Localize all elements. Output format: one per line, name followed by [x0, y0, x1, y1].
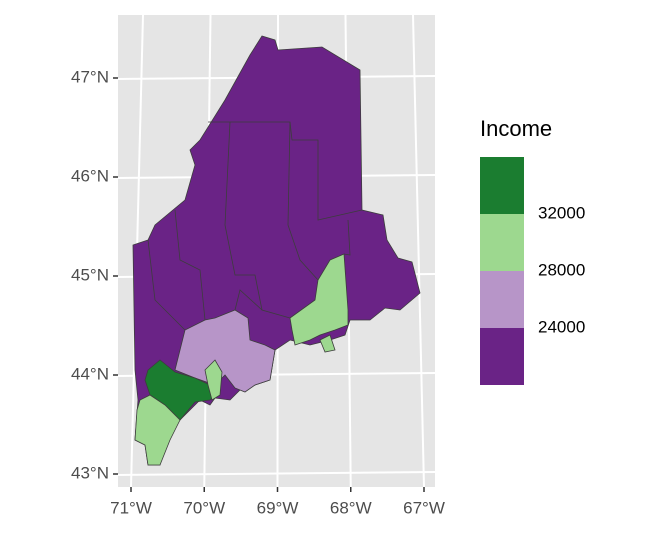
x-tick-label: 70°W — [183, 498, 225, 517]
x-tick-label: 67°W — [403, 498, 445, 517]
axes: 43°N 44°N 45°N 46°N 47°N 71°W 70°W 69°W 68°W 67°W — [71, 67, 445, 517]
y-tick-label: 44°N — [71, 364, 109, 383]
legend-title: Income — [480, 116, 552, 141]
legend-label: 32000 — [538, 203, 585, 222]
y-tick-label: 43°N — [71, 463, 109, 482]
county-border — [343, 219, 351, 256]
x-tick-label: 68°W — [330, 498, 372, 517]
grid-line — [117, 471, 436, 476]
legend: 24000 28000 32000 — [480, 157, 585, 385]
county — [319, 334, 336, 353]
legend-label: 28000 — [538, 260, 585, 279]
legend-key — [480, 214, 524, 271]
county-border — [224, 121, 291, 319]
county — [204, 359, 223, 401]
legend-key — [480, 271, 524, 328]
county-border — [147, 239, 186, 331]
legend-key — [480, 328, 524, 385]
counties — [132, 35, 421, 466]
x-tick-label: 69°W — [257, 498, 299, 517]
county-border — [208, 121, 363, 221]
county — [134, 394, 181, 466]
grid-line — [412, 14, 425, 488]
y-tick-label: 45°N — [71, 265, 109, 284]
y-tick-label: 46°N — [71, 166, 109, 185]
county-border — [287, 121, 319, 281]
county-border — [234, 289, 263, 311]
county-border — [174, 209, 206, 321]
legend-label: 24000 — [538, 317, 585, 336]
x-tick-label: 71°W — [110, 498, 152, 517]
legend-key — [480, 157, 524, 214]
y-tick-label: 47°N — [71, 67, 109, 86]
